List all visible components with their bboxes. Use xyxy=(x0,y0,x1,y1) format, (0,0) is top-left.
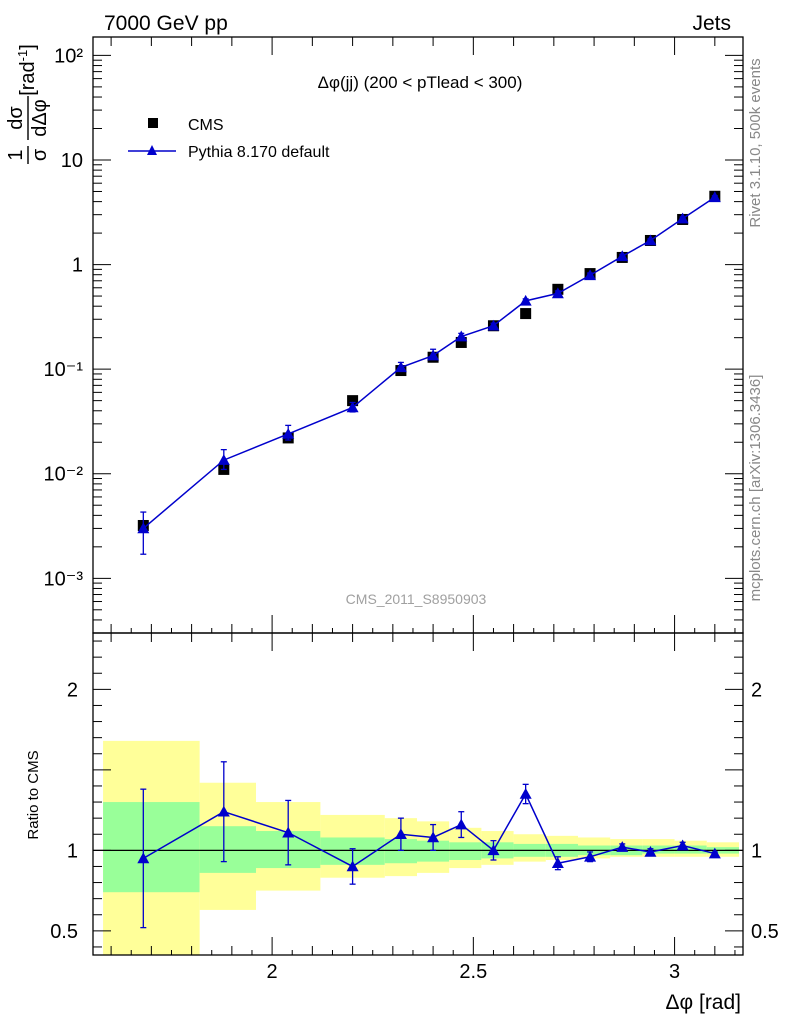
ratio-y-tick-label-left: 2 xyxy=(67,679,78,701)
mcplots-credit-label: mcplots.cern.ch [arXiv:1306.3436] xyxy=(747,375,764,602)
ratio-y-tick-label-right: 1 xyxy=(751,840,762,862)
pythia-point xyxy=(487,319,500,331)
band-inner xyxy=(449,842,482,861)
ratio-pythia-point xyxy=(616,841,629,852)
pythia-point xyxy=(282,427,295,439)
ratio-pythia-point xyxy=(137,852,150,864)
pythia-point xyxy=(584,269,597,281)
ratio-pythia-point xyxy=(676,839,689,851)
rivet-version-label: Rivet 3.1.10, 500k events xyxy=(747,58,764,227)
pythia-point xyxy=(644,234,657,246)
main-y-tick-label: 10 xyxy=(61,150,83,172)
axis-ticks: 10⁻³ 10⁻² 10⁻¹ 1 10 10² 2 2.5 3 0.5 0.5 1 1 2 2 xyxy=(44,37,779,983)
legend-cms-marker xyxy=(148,118,158,128)
pythia-point xyxy=(427,349,440,361)
ratio-pythia-point xyxy=(282,826,295,838)
main-y-tick-label: 1 xyxy=(72,255,83,277)
ratio-pythia-point xyxy=(455,818,468,830)
pythia-point xyxy=(137,522,150,534)
pythia-point xyxy=(346,401,359,413)
cms-point xyxy=(347,395,359,407)
ratio-pythia-point xyxy=(551,857,564,869)
legend: CMS Pythia 8.170 default xyxy=(128,117,330,161)
ratio-uncertainty-bands xyxy=(103,740,739,955)
main-y-tick-label: 10² xyxy=(54,45,83,67)
main-y-tick-label: 10⁻³ xyxy=(44,568,84,590)
ratio-pythia-point xyxy=(644,845,657,857)
ratio-y-tick-label-right: 0.5 xyxy=(751,921,779,943)
analysis-watermark: CMS_2011_S8950903 xyxy=(346,591,487,607)
ratio-y-axis-label: Ratio to CMS xyxy=(25,750,42,839)
x-tick-label: 2.5 xyxy=(459,961,487,983)
ratio-pythia-point xyxy=(217,805,230,817)
ratio-series-layer xyxy=(137,761,721,929)
chart-title: Δφ(jj) (200 < pTlead < 300) xyxy=(318,73,523,92)
ratio-pythia-point xyxy=(708,847,721,859)
ratio-pythia-point xyxy=(427,831,440,843)
header-right-label: Jets xyxy=(692,12,731,35)
main-y-tick-label: 10⁻¹ xyxy=(44,359,84,381)
x-tick-label: 3 xyxy=(669,961,680,983)
band-inner xyxy=(103,802,200,893)
band-inner xyxy=(642,845,675,854)
pythia-point xyxy=(217,454,230,465)
ratio-pythia-point xyxy=(487,844,500,856)
x-tick-label: 2 xyxy=(267,961,278,983)
header-left-label: 7000 GeV pp xyxy=(104,12,228,35)
legend-cms-label: CMS xyxy=(188,117,224,134)
legend-pythia-marker xyxy=(147,145,157,155)
ratio-y-tick-label-right: 2 xyxy=(751,679,762,701)
band-inner xyxy=(416,840,450,862)
band-inner xyxy=(199,826,257,873)
ratio-plot-frame xyxy=(92,632,744,956)
ratio-pythia-point xyxy=(519,788,532,799)
main-y-axis-label: 1 σ dσ dΔφ [rad-1] xyxy=(5,44,51,164)
svg-text:dσ: dσ xyxy=(5,106,27,130)
svg-text:[rad-1]: [rad-1] xyxy=(15,44,39,96)
cms-point xyxy=(520,308,532,320)
cms-point xyxy=(455,336,467,348)
pythia-point xyxy=(551,287,564,299)
ratio-pythia-point xyxy=(584,850,597,862)
pythia-point xyxy=(708,191,721,203)
pythia-line xyxy=(142,196,716,529)
main-y-tick-label: 10⁻² xyxy=(44,464,84,486)
ratio-y-tick-label-left: 0.5 xyxy=(50,921,78,943)
svg-text:dΔφ: dΔφ xyxy=(29,99,51,136)
pythia-point xyxy=(616,250,629,262)
main-series-layer xyxy=(137,190,721,555)
axes-frames xyxy=(92,36,744,956)
pythia-point xyxy=(676,212,689,224)
ratio-pythia-point xyxy=(394,828,407,840)
svg-text:1: 1 xyxy=(5,149,27,160)
ratio-y-tick-label-left: 1 xyxy=(67,840,78,862)
legend-pythia-label: Pythia 8.170 default xyxy=(188,144,330,161)
x-axis-label: Δφ [rad] xyxy=(666,991,742,1014)
band-inner xyxy=(674,845,707,854)
ratio-pythia-point xyxy=(346,860,359,872)
pythia-point xyxy=(519,294,532,306)
pythia-point xyxy=(394,361,407,373)
svg-text:σ: σ xyxy=(29,148,51,161)
pythia-point xyxy=(455,330,468,342)
